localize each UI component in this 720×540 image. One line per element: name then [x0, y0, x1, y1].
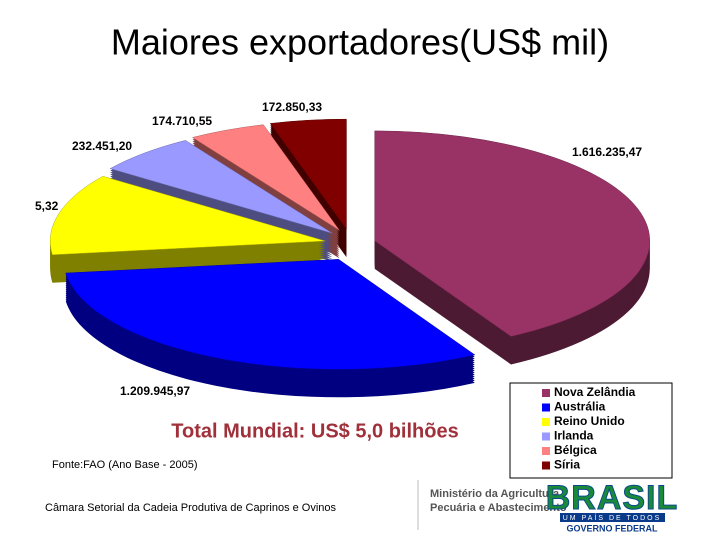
legend-box — [509, 382, 673, 479]
slice — [65, 259, 476, 370]
value-label: 1.616.235,47 — [572, 145, 642, 159]
legend-label: Nova Zelândia — [554, 385, 636, 399]
legend-swatch — [542, 403, 550, 412]
legend-swatch — [542, 432, 550, 441]
total-note: Total Mundial: US$ 5,0 bilhões — [171, 420, 458, 442]
slogan-bar — [560, 513, 665, 522]
footer-text: Câmara Setorial da Cadeia Produtiva de C… — [45, 502, 337, 514]
ministry-line: Ministério da Agricultura, — [430, 488, 562, 500]
legend-swatch — [542, 447, 550, 455]
value-label: 5,32 — [35, 199, 59, 213]
source-note: Fonte:FAO (Ano Base - 2005) — [52, 459, 198, 471]
brand: BRASIL — [546, 479, 679, 517]
legend-label: Bélgica — [554, 443, 597, 457]
legend-label: Síria — [554, 458, 580, 472]
value-label: 1.209.945,97 — [120, 384, 190, 398]
legend-swatch — [542, 389, 550, 397]
value-label: 232.451,20 — [72, 139, 132, 153]
slice — [49, 175, 326, 256]
ministry-line: Pecuária e Abastecimento — [430, 502, 567, 514]
value-label: 174.710,55 — [152, 114, 212, 128]
slice — [191, 124, 340, 231]
value-label: 172.850,33 — [262, 100, 322, 114]
slice — [269, 118, 347, 230]
legend-swatch — [542, 418, 550, 426]
legend-swatch — [542, 461, 550, 470]
chart-title: Maiores exportadores(US$ mil) — [111, 22, 609, 63]
legend-label: Austrália — [554, 400, 606, 414]
slice — [374, 130, 650, 337]
slogan: UM PAÍS DE TODOS — [563, 513, 662, 522]
legend-label: Irlanda — [554, 429, 594, 443]
slice — [109, 140, 333, 234]
legend-label: Reino Unido — [554, 414, 625, 428]
government: GOVERNO FEDERAL — [566, 523, 658, 533]
